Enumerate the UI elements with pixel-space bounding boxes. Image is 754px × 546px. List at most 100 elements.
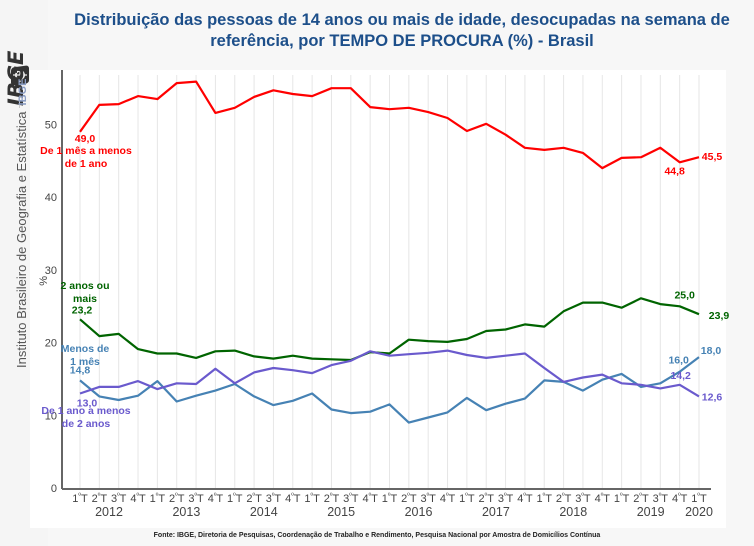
sidebar-divider — [19, 96, 20, 108]
x-tick-label: 4ºT — [517, 493, 533, 505]
y-tick-label: 20 — [45, 338, 57, 350]
y-tick-label: 30 — [45, 265, 57, 277]
x-tick-label: 1ºT — [150, 493, 166, 505]
data-label: 12,6 — [702, 391, 723, 403]
x-tick-label: 4ºT — [672, 493, 688, 505]
quarter-suffix: T — [449, 493, 456, 505]
x-tick-label: 2ºT — [169, 493, 185, 505]
ordinal-mark: º — [678, 493, 681, 500]
series-name-label: 1 mês — [70, 356, 100, 368]
y-axis-title: % — [38, 276, 50, 286]
series-name-label: 2 anos ou — [60, 280, 109, 292]
x-tick-label: 4ºT — [362, 493, 378, 505]
x-year-label: 2013 — [172, 505, 200, 519]
data-label: 18,0 — [701, 345, 722, 357]
data-label: 25,0 — [674, 289, 695, 301]
x-tick-label: 3ºT — [420, 493, 436, 505]
ordinal-mark: º — [620, 493, 623, 500]
x-tick-label: 3ºT — [111, 493, 127, 505]
ordinal-mark: º — [523, 493, 526, 500]
quarter-suffix: T — [410, 493, 417, 505]
y-tick-label: 50 — [45, 120, 57, 132]
chart-title-line-1: Distribuição das pessoas de 14 anos ou m… — [74, 11, 730, 29]
x-tick-label: 3ºT — [498, 493, 514, 505]
x-year-label: 2018 — [559, 505, 587, 519]
x-tick-label: 3ºT — [343, 493, 359, 505]
ordinal-mark: º — [117, 493, 120, 500]
quarter-suffix: T — [468, 493, 475, 505]
ordinal-mark: º — [407, 493, 410, 500]
ordinal-mark: º — [233, 493, 236, 500]
ordinal-mark: º — [601, 493, 604, 500]
plot-panel — [30, 70, 726, 528]
x-tick-label: 2ºT — [633, 493, 649, 505]
quarter-suffix: T — [487, 493, 494, 505]
quarter-suffix: T — [197, 493, 204, 505]
y-tick-label: 10 — [45, 410, 57, 422]
ordinal-mark: º — [291, 493, 294, 500]
series-name-label: De 1 ano a menos — [41, 405, 130, 417]
x-year-label: 2014 — [250, 505, 278, 519]
ordinal-mark: º — [156, 493, 159, 500]
ordinal-mark: º — [465, 493, 468, 500]
data-label: 44,8 — [664, 165, 685, 177]
ordinal-mark: º — [194, 493, 197, 500]
quarter-suffix: T — [158, 493, 165, 505]
x-tick-label: 1ºT — [227, 493, 243, 505]
x-year-label: 2017 — [482, 505, 510, 519]
x-tick-label: 2ºT — [324, 493, 340, 505]
ordinal-mark: º — [349, 493, 352, 500]
series-name-label: de 1 ano — [65, 158, 108, 170]
ordinal-mark: º — [485, 493, 488, 500]
data-label: 45,5 — [702, 151, 723, 163]
ordinal-mark: º — [330, 493, 333, 500]
quarter-suffix: T — [313, 493, 320, 505]
quarter-suffix: T — [661, 493, 668, 505]
ordinal-mark: º — [581, 493, 584, 500]
ordinal-mark: º — [311, 493, 314, 500]
chart-title: Distribuição das pessoas de 14 anos ou m… — [50, 10, 754, 52]
series-line-0 — [79, 80, 700, 170]
x-tick-label: 1ºT — [537, 493, 553, 505]
quarter-suffix: T — [565, 493, 572, 505]
series-line-1 — [79, 297, 700, 362]
quarter-suffix: T — [216, 493, 223, 505]
series-name-label: mais — [73, 293, 97, 305]
x-tick-label: 4ºT — [208, 493, 224, 505]
source-footnote: Fonte: IBGE, Diretoria de Pesquisas, Coo… — [153, 532, 601, 539]
quarter-suffix: T — [332, 493, 339, 505]
quarter-suffix: T — [584, 493, 591, 505]
ordinal-mark: º — [388, 493, 391, 500]
quarter-suffix: T — [100, 493, 107, 505]
ordinal-mark: º — [78, 493, 81, 500]
quarter-suffix: T — [623, 493, 630, 505]
y-tick-label: 0 — [51, 483, 57, 495]
data-label: 13,0 — [77, 397, 98, 409]
ibge-globe-icon — [11, 65, 29, 86]
data-label: 23,2 — [72, 304, 93, 316]
quarter-suffix: T — [352, 493, 359, 505]
x-tick-label: 2ºT — [556, 493, 572, 505]
quarter-suffix: T — [642, 493, 649, 505]
data-label: 14,2 — [670, 370, 691, 382]
quarter-suffix: T — [371, 493, 378, 505]
ordinal-mark: º — [272, 493, 275, 500]
ordinal-mark: º — [253, 493, 256, 500]
data-label: 49,0 — [75, 133, 96, 145]
quarter-suffix: T — [236, 493, 243, 505]
x-tick-label: 1ºT — [72, 493, 88, 505]
x-tick-label: 3ºT — [653, 493, 669, 505]
x-tick-label: 2ºT — [479, 493, 495, 505]
x-tick-label: 4ºT — [130, 493, 146, 505]
quarter-suffix: T — [294, 493, 301, 505]
quarter-suffix: T — [255, 493, 262, 505]
x-tick-label: 2ºT — [401, 493, 417, 505]
ordinal-mark: º — [369, 493, 372, 500]
ordinal-mark: º — [639, 493, 642, 500]
x-tick-label: 1ºT — [614, 493, 630, 505]
ordinal-mark: º — [214, 493, 217, 500]
x-tick-label: 4ºT — [440, 493, 456, 505]
x-year-label: 2016 — [405, 505, 433, 519]
quarter-suffix: T — [681, 493, 688, 505]
x-tick-label: 2ºT — [246, 493, 262, 505]
